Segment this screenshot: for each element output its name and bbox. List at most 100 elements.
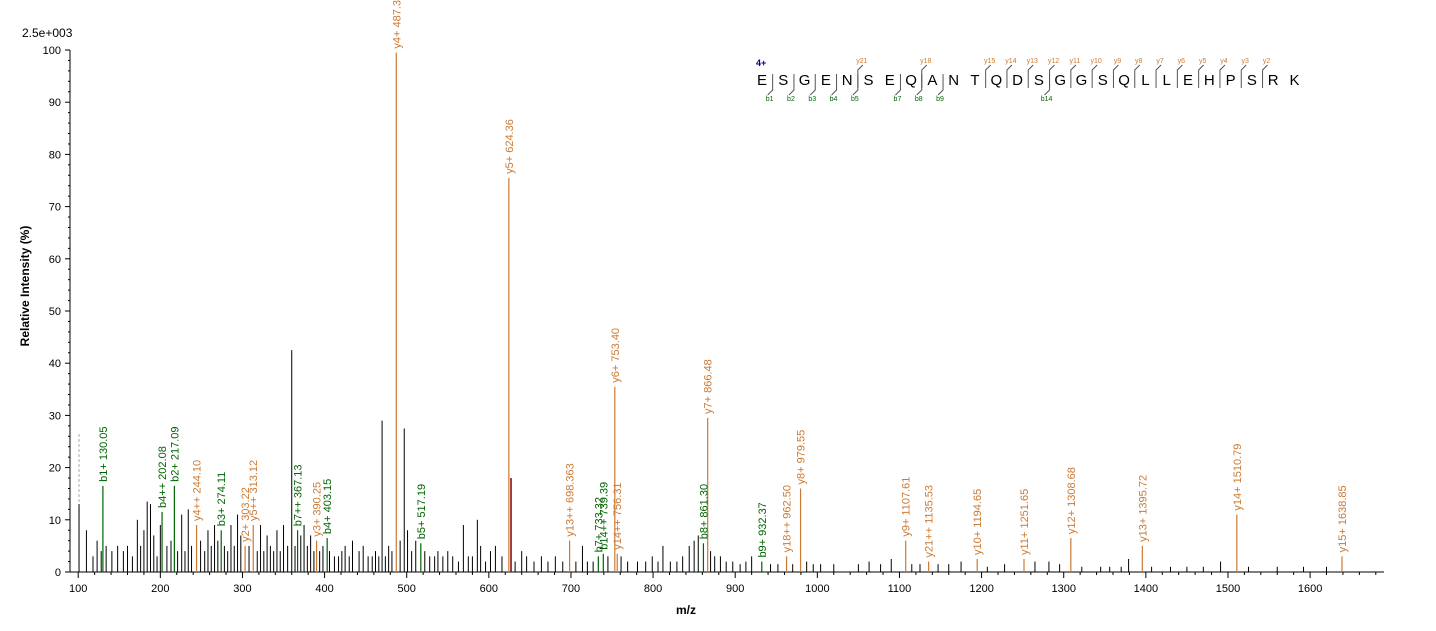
y-ion-marker-label: y2 [1263, 58, 1271, 65]
sequence-residue: N [842, 72, 853, 89]
y-ion-label: y14++ 756.31 [612, 482, 624, 549]
sequence-residue: R [1268, 72, 1279, 89]
charge-state-label: 4+ [756, 58, 766, 68]
sequence-residue: D [1012, 72, 1023, 89]
b-ion-label: b7+ 733.32 [593, 497, 605, 552]
y-ion-label: y13+ 1395.72 [1137, 475, 1149, 542]
x-tick-label: 300 [233, 583, 251, 595]
sequence-residue: E [1183, 72, 1193, 89]
y-ion-marker [1155, 64, 1162, 88]
y-ion-label: y9+ 1107.61 [901, 477, 913, 537]
y-ion-label: y4++ 244.10 [192, 460, 204, 521]
sequence-residue: N [948, 72, 959, 89]
sequence-residue: S [863, 72, 873, 89]
sequence-residue: L [1163, 72, 1171, 89]
sequence-residue: H [1204, 72, 1215, 89]
sequence-residue: E [821, 72, 831, 89]
sequence-residue: Q [990, 72, 1002, 89]
y-ion-label: y18++ 962.50 [782, 485, 794, 552]
x-tick-label: 1100 [888, 583, 912, 595]
sequence-residue: T [970, 72, 979, 89]
y-ion-marker [1240, 64, 1247, 88]
y-ion-marker [1091, 64, 1098, 88]
sequence-residue: E [885, 72, 895, 89]
y-tick-label: 50 [49, 306, 61, 318]
y-ion-label: y3+ 390.25 [312, 482, 324, 537]
y-tick-label: 90 [49, 97, 61, 109]
x-tick-label: 900 [726, 583, 744, 595]
sequence-residue: P [1226, 72, 1236, 89]
y-ion-marker [1027, 64, 1034, 88]
y-ion-label: y5+ 624.36 [504, 119, 516, 174]
b-ion-marker-label: b8 [915, 96, 923, 103]
y-tick-label: 40 [49, 358, 61, 370]
sequence-residue: G [1054, 72, 1066, 89]
y-ion-marker [1006, 64, 1013, 88]
y-tick-label: 70 [49, 202, 61, 214]
sequence-residue: K [1289, 72, 1299, 89]
sequence-residue: L [1141, 72, 1149, 89]
x-tick-label: 700 [562, 583, 580, 595]
x-tick-label: 500 [398, 583, 416, 595]
y-ion-label: y8+ 979.55 [796, 430, 808, 485]
peaks [78, 52, 1343, 572]
b-ion-marker [831, 74, 838, 96]
b-ion-label: b4+ 403.15 [322, 479, 334, 534]
b-ion-label: b5+ 517.19 [416, 484, 428, 539]
b-ion-label: b8+ 861.30 [698, 484, 710, 539]
y-ion-marker [1112, 64, 1119, 88]
sequence-residue: S [1247, 72, 1257, 89]
y-ion-marker-label: y6 [1178, 58, 1186, 65]
y-ion-label: y7+ 866.48 [703, 359, 715, 414]
sequence-annotation: 4+E S G E N S E Q A N T Q D S G G S Q L L E H P S R Kb1 b2 b3 b4 b5 b7… [756, 58, 1300, 103]
sequence-residue: S [1034, 72, 1044, 89]
b-ion-label: b2+ 217.09 [169, 426, 181, 481]
y-axis-title: Relative Intensity (%) [18, 226, 32, 347]
x-tick-label: 1600 [1298, 583, 1322, 595]
y-ion-marker-label: y5 [1199, 58, 1207, 65]
b-ion-marker-label: b14 [1041, 96, 1053, 103]
y-ion-marker-label: y9 [1114, 58, 1122, 65]
x-tick-label: 800 [644, 583, 662, 595]
y-ion-marker-label: y4 [1220, 58, 1228, 65]
sequence-residue: Q [1118, 72, 1130, 89]
y-ion-marker-label: y15 [984, 58, 995, 65]
y-tick-label: 100 [43, 45, 61, 57]
x-tick-label: 600 [480, 583, 498, 595]
b-ion-marker [937, 74, 944, 96]
y-ion-label: y5++ 313.12 [248, 460, 260, 521]
x-tick-label: 1000 [805, 583, 829, 595]
b-ion-label: b4++ 202.08 [157, 446, 169, 508]
b-ion-marker-label: b9 [936, 96, 944, 103]
sequence-residue: A [927, 72, 937, 89]
x-tick-label: 100 [69, 583, 87, 595]
b-ion-marker-label: b4 [830, 96, 838, 103]
y-ion-label: y11+ 1251.65 [1019, 489, 1031, 555]
y-ion-marker [1198, 64, 1205, 88]
y-ion-marker-label: y18 [920, 58, 931, 65]
axes: 0 10 20 30 40 50 60 70 80 90 100 100 200 300 400 500 600… [43, 45, 1384, 595]
b-ion-marker-label: b5 [851, 96, 859, 103]
sequence-residue: G [799, 72, 811, 89]
b-ion-marker [788, 74, 795, 96]
y-tick-label: 60 [49, 254, 61, 266]
y-ion-marker [985, 64, 992, 88]
b-ion-marker [1044, 74, 1051, 96]
intensity-scale-label: 2.5e+003 [22, 26, 73, 40]
y-ion-marker [1134, 64, 1141, 88]
y-ion-marker [1262, 64, 1268, 88]
sequence-residue: Q [905, 72, 917, 89]
y-ion-label: y15+ 1638.85 [1337, 485, 1349, 552]
peak-labels: b1+ 130.05 b4++ 202.08 b2+ 217.09 y4++ 244.… [98, 0, 1349, 558]
sequence-residue: G [1076, 72, 1088, 89]
y-ion-label: y13++ 698.363 [565, 463, 577, 536]
x-tick-label: 1400 [1134, 583, 1158, 595]
b-ion-marker [852, 74, 859, 96]
y-ion-label: y14+ 1510.79 [1232, 444, 1244, 511]
y-ion-marker [857, 64, 864, 88]
b-ion-marker [895, 74, 901, 96]
y-ion-marker [921, 64, 928, 88]
y-ion-label: y4+ 487.30 [391, 0, 403, 49]
y-ion-label: y12+ 1308.68 [1066, 467, 1078, 534]
